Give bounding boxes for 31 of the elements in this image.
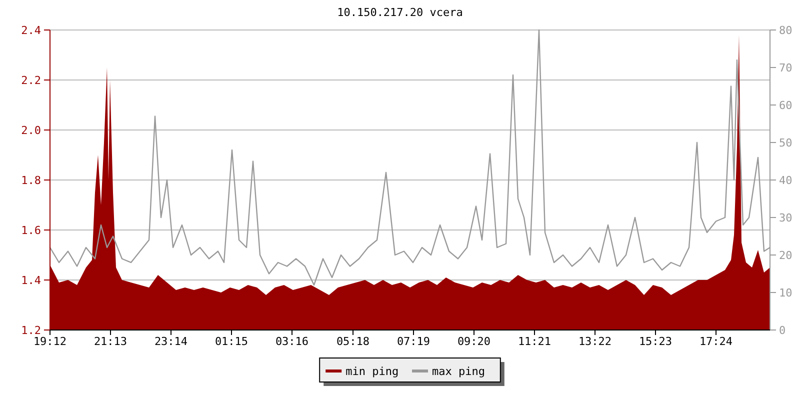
x-tick-label: 03:16 [275,335,309,348]
legend-label: min ping [346,364,399,378]
y-tick-label: 1.8 [21,174,41,187]
y2-tick-label: 60 [779,98,792,112]
y2-tick-label: 0 [779,324,786,337]
y2-tick-label: 10 [779,286,792,300]
y2-tick-label: 70 [779,61,792,74]
chart-title: 10.150.217.20 vcera [337,6,463,19]
y-tick-label: 2.0 [21,124,41,137]
x-tick-label: 15:23 [638,335,672,348]
x-tick-label: 09:20 [457,335,491,348]
x-tick-label: 07:19 [396,335,430,348]
y-tick-label: 1.4 [21,274,42,287]
x-tick-label: 01:15 [214,335,248,348]
y2-tick-label: 50 [779,136,792,150]
y-tick-label: 1.6 [21,224,41,237]
y-tick-label: 1.2 [21,324,41,337]
y-tick-label: 2.2 [21,74,41,87]
x-tick-label: 11:21 [518,335,552,348]
x-tick-label: 13:22 [578,335,612,348]
y2-tick-label: 80 [779,24,792,37]
x-tick-label: 05:18 [336,335,370,348]
x-tick-label: 19:12 [33,335,67,348]
x-tick-label: 23:14 [154,335,188,348]
y2-tick-label: 40 [779,174,792,187]
y-tick-label: 2.4 [21,24,42,37]
legend-label: max ping [432,364,485,378]
x-tick-label: 21:13 [94,335,128,348]
y2-tick-label: 20 [779,248,792,262]
x-tick-label: 17:24 [699,335,733,348]
y2-tick-label: 30 [779,211,792,224]
